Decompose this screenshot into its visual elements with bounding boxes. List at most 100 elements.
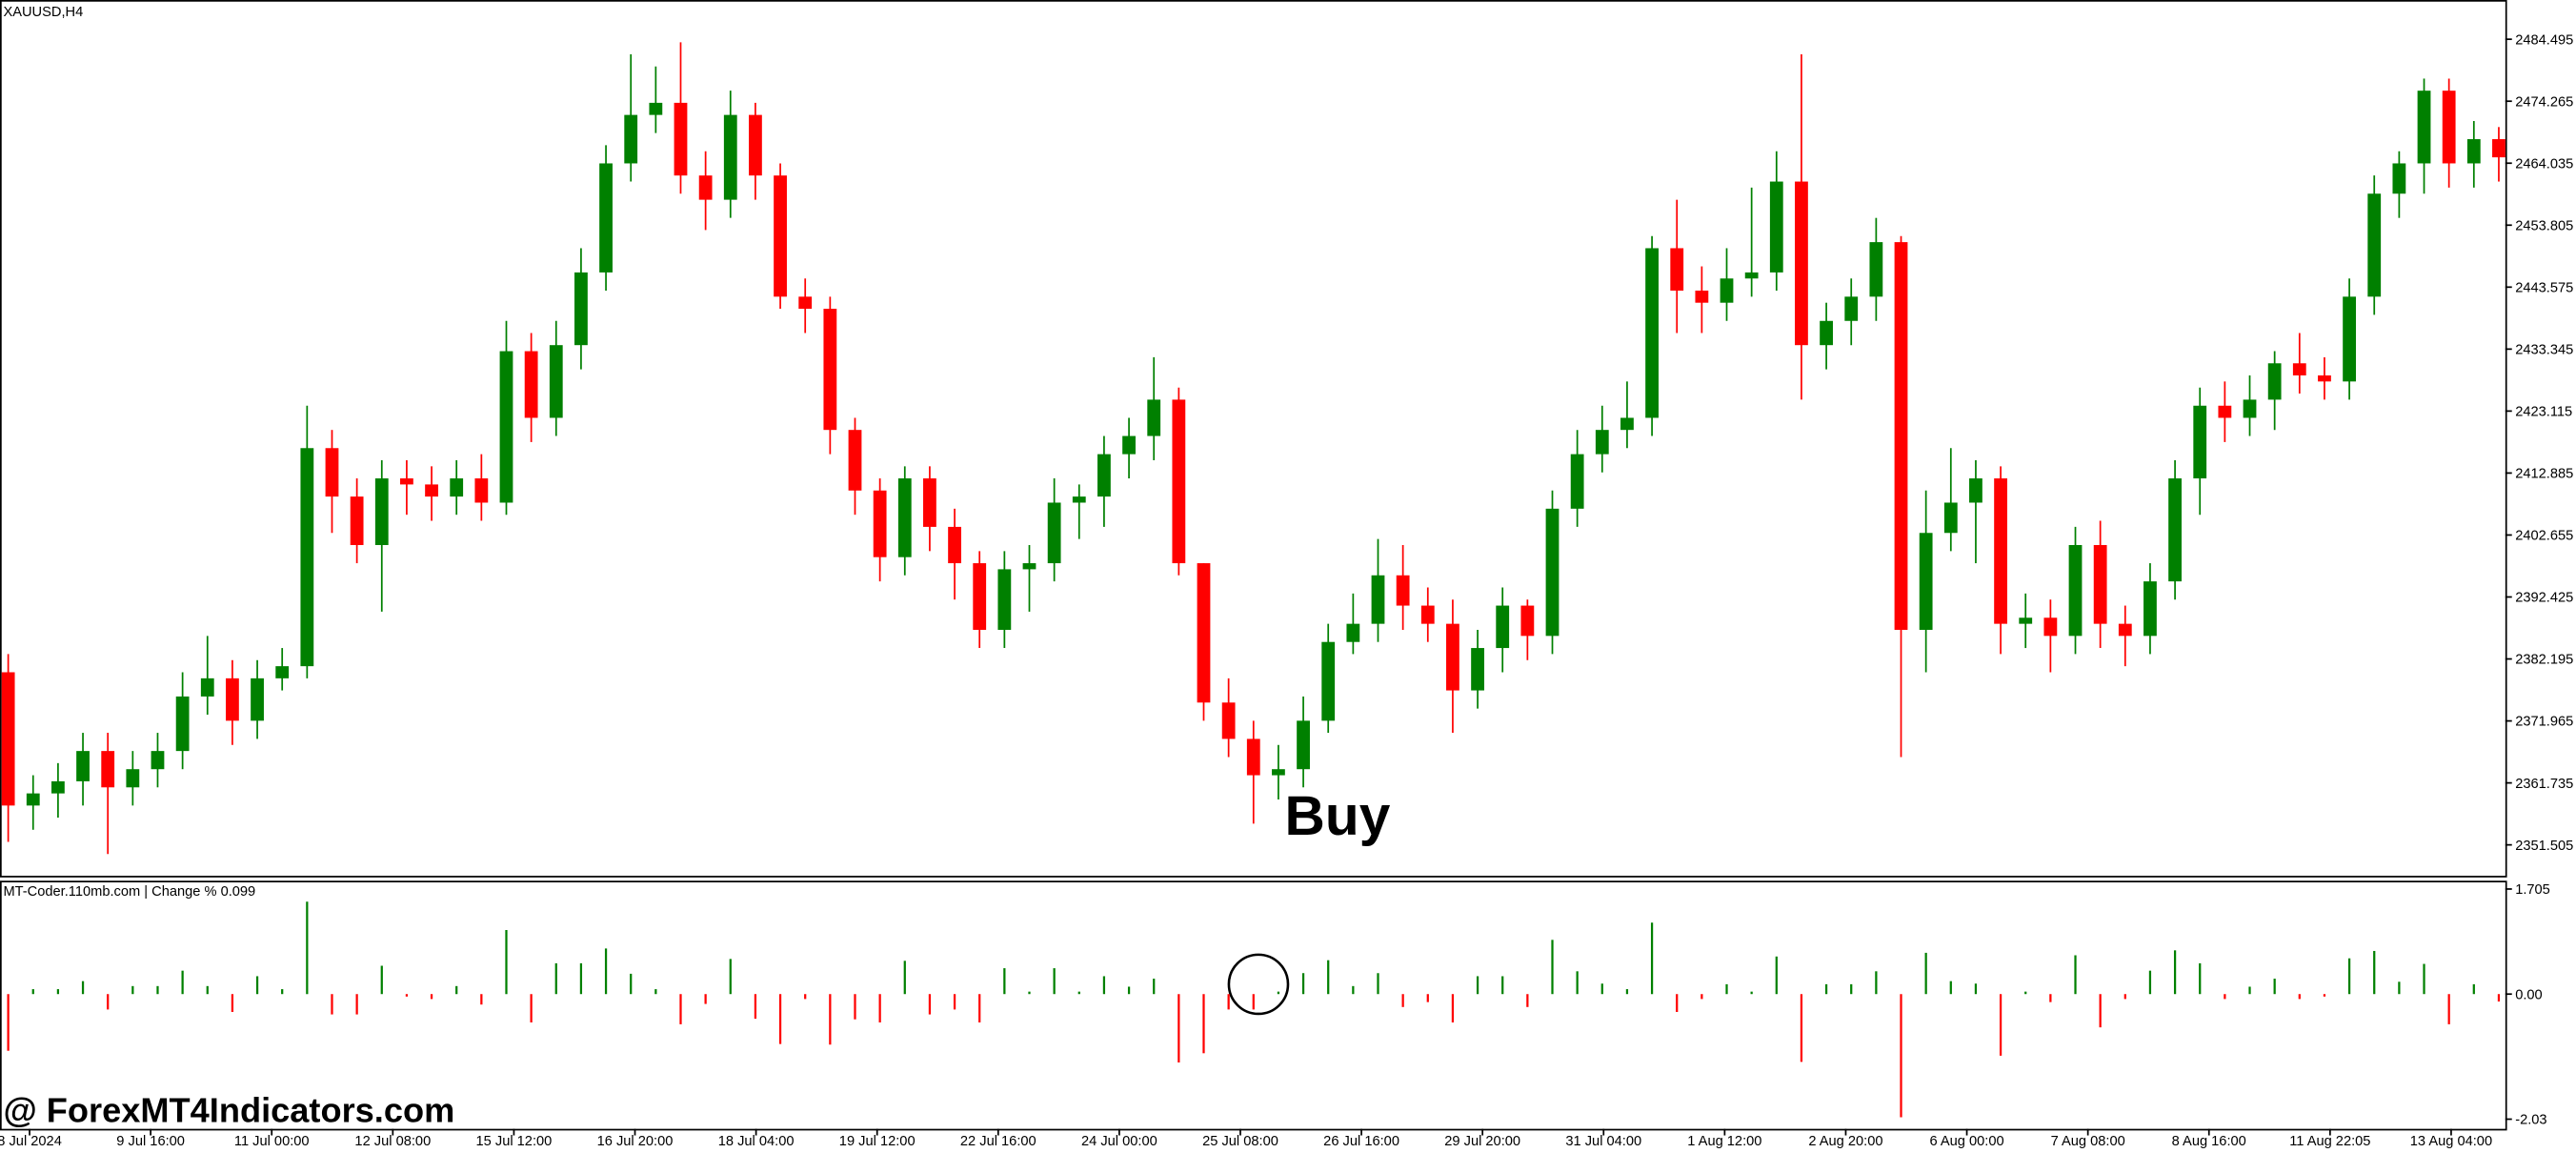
candle-body (1994, 478, 2007, 624)
candle-body (624, 114, 638, 164)
candle-body (923, 478, 936, 527)
candle-body (1943, 502, 1958, 534)
candle-body (2068, 544, 2083, 637)
candle-body (2466, 139, 2481, 164)
candle-body (1744, 272, 1759, 279)
y-tick-label: 2361.735 (2515, 777, 2573, 792)
candle-body (1097, 454, 1111, 497)
candle-body (1595, 430, 1609, 455)
candle-body (1221, 702, 1236, 739)
candle-body (2442, 91, 2456, 164)
candle-body (474, 478, 489, 503)
candle-body (1420, 605, 1435, 624)
x-tick-label: 8 Jul 2024 (0, 1134, 62, 1149)
candle-body (1894, 242, 1908, 630)
symbol-label: XAUUSD,H4 (3, 5, 83, 20)
candle-body (2392, 163, 2406, 194)
candle-body (1620, 417, 1634, 431)
candle-body (1297, 720, 1310, 770)
candle-body (948, 526, 961, 564)
candle-body (997, 569, 1012, 630)
candle-body (848, 430, 862, 491)
y-tick-label: -2.03 (2515, 1113, 2546, 1128)
candle-body (2267, 363, 2282, 400)
y-tick-label: 2382.195 (2515, 653, 2573, 668)
candle-body (1147, 399, 1161, 436)
candle-body (749, 114, 762, 176)
candle-body (2143, 581, 2157, 637)
signal-circle (1227, 953, 1290, 1016)
candle-body (76, 751, 90, 781)
x-tick-label: 24 Jul 00:00 (1081, 1134, 1157, 1149)
y-tick-label: 2484.495 (2515, 32, 2573, 48)
x-tick-label: 6 Aug 00:00 (1929, 1134, 2003, 1149)
y-tick-label: 2464.035 (2515, 156, 2573, 172)
candle-body (1022, 563, 1036, 570)
candle-body (1520, 605, 1535, 637)
candle-body (226, 678, 239, 721)
candle-body (2118, 623, 2132, 637)
y-tick-label: 2443.575 (2515, 280, 2573, 295)
candle-body (1720, 278, 1734, 303)
x-tick-label: 15 Jul 12:00 (476, 1134, 553, 1149)
candle-body (1769, 181, 1783, 273)
x-tick-label: 11 Jul 00:00 (234, 1134, 310, 1149)
candle-body (1272, 769, 1285, 776)
candle-body (1969, 478, 1982, 503)
candle-body (1346, 623, 1360, 642)
candle-body (499, 351, 513, 503)
candle-body (151, 751, 165, 770)
candle-body (2417, 91, 2431, 164)
y-tick-label: 2402.655 (2515, 529, 2573, 544)
candle-body (1197, 563, 1211, 703)
candle-body (798, 296, 813, 310)
candle-body (1844, 296, 1859, 321)
main-panel-frame (0, 0, 2507, 878)
candle-body (300, 448, 314, 667)
y-tick-label: 2371.965 (2515, 715, 2573, 730)
y-tick-label: 2392.425 (2515, 591, 2573, 606)
candle-body (2343, 296, 2356, 382)
candle-body (1396, 575, 1410, 606)
candle-body (1820, 320, 1833, 346)
candle-body (350, 496, 364, 545)
candle-body (251, 678, 264, 721)
x-tick-label: 7 Aug 08:00 (2051, 1134, 2125, 1149)
candle-body (1047, 502, 1061, 564)
candle-body (2243, 399, 2257, 418)
candle-body (450, 478, 464, 497)
x-tick-label: 1 Aug 12:00 (1687, 1134, 1761, 1149)
x-tick-label: 13 Aug 04:00 (2410, 1134, 2492, 1149)
x-tick-label: 12 Jul 08:00 (354, 1134, 431, 1149)
indicator-panel-frame (0, 880, 2507, 1131)
candle-body (1072, 496, 1086, 503)
candle-body (425, 484, 438, 497)
candle-body (2193, 405, 2207, 479)
candle-body (897, 478, 912, 557)
candle-body (1122, 435, 1136, 455)
candle-body (2492, 139, 2506, 158)
buy-annotation: Buy (1285, 785, 1391, 847)
candle-body (51, 780, 65, 794)
candle-body (101, 751, 115, 788)
candle-body (774, 175, 787, 297)
x-tick-label: 19 Jul 12:00 (839, 1134, 916, 1149)
candle-body (400, 478, 413, 485)
candle-body (1919, 533, 1933, 630)
x-tick-label: 25 Jul 08:00 (1202, 1134, 1278, 1149)
candle-body (649, 102, 663, 115)
candle-body (823, 309, 837, 431)
candle-body (325, 448, 339, 497)
candle-body (574, 272, 588, 346)
y-tick-label: 2433.345 (2515, 343, 2573, 358)
candle-body (1795, 181, 1808, 346)
candle-body (26, 793, 40, 806)
candle-body (2218, 405, 2232, 418)
candle-body (524, 351, 538, 418)
x-tick-label: 18 Jul 04:00 (718, 1134, 795, 1149)
x-tick-label: 2 Aug 20:00 (1808, 1134, 1882, 1149)
candle-body (549, 345, 563, 418)
